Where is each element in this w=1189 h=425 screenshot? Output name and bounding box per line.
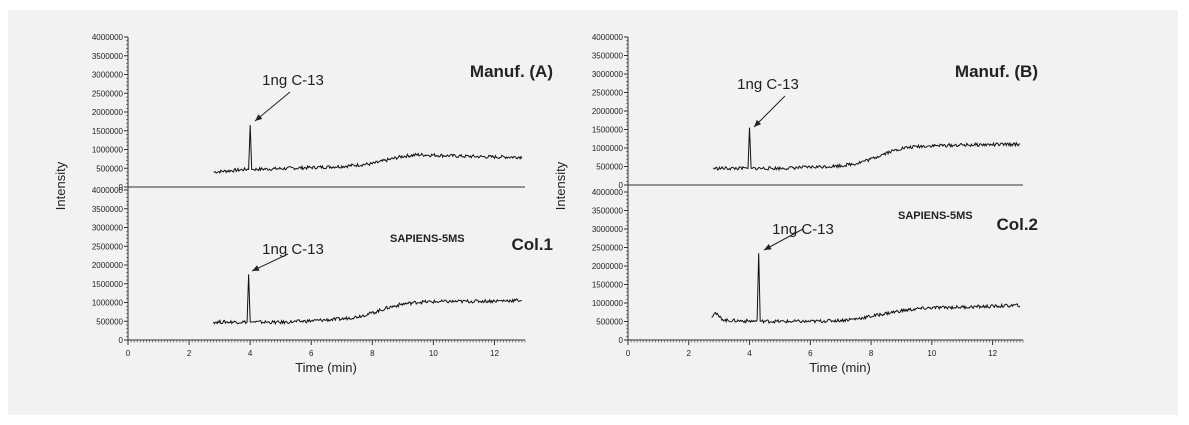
x-tick-label: 4 bbox=[248, 349, 253, 358]
y-tick-label: 1000000 bbox=[592, 144, 624, 153]
panel-title: Col.2 bbox=[996, 215, 1038, 234]
annotation-arrow-line bbox=[254, 91, 291, 122]
annotation-arrow-head bbox=[764, 244, 772, 250]
y-tick-label: 3500000 bbox=[92, 52, 124, 61]
column-name-label: SAPIENS-5MS bbox=[390, 233, 465, 245]
x-axis-title: Time (min) bbox=[295, 360, 357, 375]
y-tick-label: 3500000 bbox=[92, 205, 124, 214]
annotation-arrow-head bbox=[754, 119, 762, 127]
y-tick-label: 0 bbox=[619, 181, 624, 190]
figure-canvas: 0500000100000015000002000000250000030000… bbox=[53, 33, 1038, 375]
y-tick-label: 3000000 bbox=[92, 71, 124, 80]
x-tick-label: 8 bbox=[370, 349, 375, 358]
y-tick-label: 2000000 bbox=[92, 261, 124, 270]
y-tick-label: 1500000 bbox=[92, 127, 124, 136]
y-tick-label: 500000 bbox=[96, 317, 123, 326]
y-tick-label: 2000000 bbox=[92, 108, 124, 117]
y-tick-label: 0 bbox=[119, 183, 124, 192]
y-tick-label: 2500000 bbox=[92, 89, 124, 98]
y-tick-label: 4000000 bbox=[592, 33, 624, 42]
y-tick-label: 2500000 bbox=[592, 244, 624, 253]
x-tick-label: 6 bbox=[808, 349, 813, 358]
x-axis-title: Time (min) bbox=[809, 360, 871, 375]
y-tick-label: 2000000 bbox=[592, 107, 624, 116]
y-tick-label: 2500000 bbox=[92, 242, 124, 251]
y-tick-label: 3500000 bbox=[592, 52, 624, 61]
y-tick-label: 1500000 bbox=[592, 126, 624, 135]
y-tick-label: 1000000 bbox=[92, 299, 124, 308]
y-tick-label: 2500000 bbox=[592, 89, 624, 98]
y-tick-label: 3000000 bbox=[592, 70, 624, 79]
annotation-arrow-line bbox=[753, 95, 786, 128]
y-axis-title: Intensity bbox=[553, 161, 568, 210]
peak-annotation: 1ng C-13 bbox=[262, 241, 324, 258]
y-tick-label: 3000000 bbox=[592, 225, 624, 234]
annotation-arrow-head bbox=[252, 265, 260, 271]
y-tick-label: 3000000 bbox=[92, 224, 124, 233]
panel-title: Manuf. (A) bbox=[470, 62, 553, 81]
y-tick-label: 500000 bbox=[96, 164, 123, 173]
x-tick-label: 12 bbox=[490, 349, 499, 358]
y-tick-label: 1000000 bbox=[92, 146, 124, 155]
series-line bbox=[711, 253, 1021, 325]
series-line bbox=[213, 125, 523, 175]
x-tick-label: 2 bbox=[187, 349, 192, 358]
y-tick-label: 1000000 bbox=[592, 299, 624, 308]
annotation-arrow-head bbox=[255, 114, 263, 121]
panel-title: Manuf. (B) bbox=[955, 62, 1038, 81]
y-tick-label: 3500000 bbox=[592, 207, 624, 216]
y-tick-label: 0 bbox=[119, 336, 124, 345]
x-tick-label: 0 bbox=[626, 349, 631, 358]
y-tick-label: 1500000 bbox=[92, 280, 124, 289]
series-line bbox=[213, 274, 523, 326]
series-line bbox=[713, 127, 1021, 172]
x-tick-label: 10 bbox=[927, 349, 936, 358]
x-tick-label: 8 bbox=[869, 349, 874, 358]
y-tick-label: 1500000 bbox=[592, 281, 624, 290]
peak-annotation: 1ng C-13 bbox=[262, 72, 324, 89]
chromatogram-figure: 0 500000 1000000 1500000 2000000 2500000 30000… bbox=[8, 10, 1178, 415]
x-tick-label: 10 bbox=[429, 349, 438, 358]
x-tick-label: 6 bbox=[309, 349, 314, 358]
column-name-label: SAPIENS-5MS bbox=[898, 210, 973, 222]
x-tick-label: 0 bbox=[126, 349, 131, 358]
y-tick-label: 0 bbox=[619, 336, 624, 345]
annotation-arrow-line bbox=[763, 228, 804, 251]
y-tick-label: 500000 bbox=[596, 318, 623, 327]
x-tick-label: 4 bbox=[747, 349, 752, 358]
y-axis-title: Intensity bbox=[53, 161, 68, 210]
x-tick-label: 12 bbox=[988, 349, 997, 358]
y-tick-label: 500000 bbox=[596, 163, 623, 172]
y-tick-label: 4000000 bbox=[92, 186, 124, 195]
x-tick-label: 2 bbox=[687, 349, 692, 358]
y-tick-label: 2000000 bbox=[592, 262, 624, 271]
peak-annotation: 1ng C-13 bbox=[737, 76, 799, 93]
y-tick-label: 4000000 bbox=[592, 188, 624, 197]
panel-title: Col.1 bbox=[511, 235, 553, 254]
y-tick-label: 4000000 bbox=[92, 33, 124, 42]
